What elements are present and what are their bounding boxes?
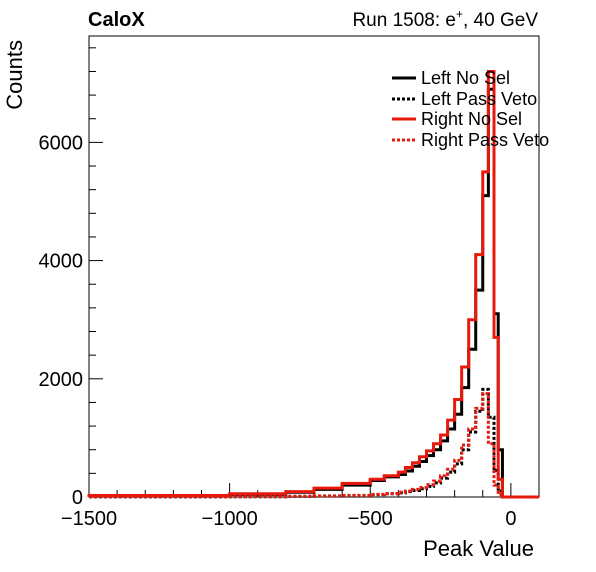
legend-label: Right No Sel bbox=[421, 109, 522, 129]
y-tick-label: 2000 bbox=[39, 369, 84, 391]
y-tick-label: 4000 bbox=[39, 251, 84, 273]
series-line-2 bbox=[87, 387, 539, 499]
legend-label: Left No Sel bbox=[421, 68, 510, 88]
series-line-1 bbox=[87, 87, 539, 499]
tick-labels: −1500 −1000 −500 0 0 2000 4000 6000 bbox=[39, 132, 517, 530]
run-info-label: Run 1508: e+, 40 GeV bbox=[352, 7, 538, 31]
series-line-4 bbox=[87, 392, 539, 499]
x-tick-label: −500 bbox=[348, 508, 393, 530]
experiment-label: CaloX bbox=[88, 9, 145, 31]
series-layer bbox=[87, 69, 539, 499]
run-info-suffix: , 40 GeV bbox=[463, 10, 538, 31]
x-tick-label: 0 bbox=[505, 508, 516, 530]
run-info-superscript: + bbox=[456, 7, 463, 21]
series-line-3 bbox=[87, 69, 539, 499]
x-axis-title: Peak Value bbox=[423, 536, 534, 561]
y-tick-label: 6000 bbox=[39, 132, 84, 154]
run-info-prefix: Run 1508: e bbox=[352, 10, 456, 31]
x-tick-label: −1500 bbox=[61, 508, 117, 530]
x-tick-label: −1000 bbox=[202, 508, 258, 530]
y-axis-title: Counts bbox=[2, 40, 27, 110]
y-tick-label: 0 bbox=[72, 487, 83, 509]
legend-label: Right Pass Veto bbox=[421, 130, 549, 150]
legend-label: Left Pass Veto bbox=[421, 89, 537, 109]
